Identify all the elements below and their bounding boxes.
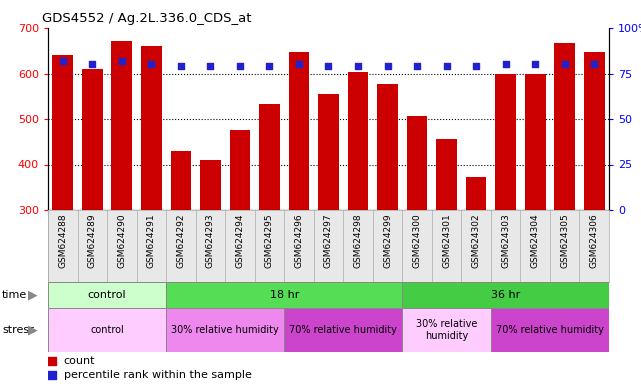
Point	[87, 61, 97, 68]
Text: ▶: ▶	[28, 288, 38, 301]
Text: GSM624289: GSM624289	[88, 214, 97, 268]
Point	[471, 63, 481, 69]
Text: ▶: ▶	[28, 323, 38, 336]
Text: 70% relative humidity: 70% relative humidity	[289, 325, 397, 335]
Bar	[377, 84, 398, 210]
Point	[176, 63, 186, 69]
Point	[589, 61, 599, 68]
Bar	[407, 116, 428, 210]
Point	[205, 63, 215, 69]
Point	[501, 61, 511, 68]
Point	[235, 63, 245, 69]
Point	[530, 61, 540, 68]
Text: 18 hr: 18 hr	[269, 290, 299, 300]
Text: 70% relative humidity: 70% relative humidity	[496, 325, 604, 335]
Point	[258, 317, 268, 323]
Point	[353, 63, 363, 69]
Bar	[554, 43, 575, 210]
Point	[264, 63, 274, 69]
Text: control: control	[88, 290, 126, 300]
Point	[323, 63, 333, 69]
Bar	[166, 308, 284, 352]
Text: GSM624295: GSM624295	[265, 214, 274, 268]
Text: time: time	[2, 290, 28, 300]
Text: 30% relative humidity: 30% relative humidity	[171, 325, 279, 335]
Bar	[491, 308, 609, 352]
Text: GDS4552 / Ag.2L.336.0_CDS_at: GDS4552 / Ag.2L.336.0_CDS_at	[42, 12, 252, 25]
Text: GSM624293: GSM624293	[206, 214, 215, 268]
Text: GSM624304: GSM624304	[531, 214, 540, 268]
Point	[294, 61, 304, 68]
Point	[442, 63, 452, 69]
Text: percentile rank within the sample: percentile rank within the sample	[64, 370, 252, 380]
Bar	[82, 69, 103, 210]
Text: 36 hr: 36 hr	[491, 290, 520, 300]
Bar	[48, 308, 166, 352]
Bar	[403, 282, 609, 308]
Bar	[229, 130, 250, 210]
Point	[412, 63, 422, 69]
Bar	[112, 41, 132, 210]
Text: control: control	[90, 325, 124, 335]
Text: GSM624305: GSM624305	[560, 214, 569, 268]
Point	[258, 187, 268, 193]
Text: GSM624302: GSM624302	[472, 214, 481, 268]
Bar	[437, 139, 457, 210]
Text: GSM624288: GSM624288	[58, 214, 67, 268]
Bar	[403, 308, 491, 352]
Text: count: count	[64, 356, 96, 366]
Text: GSM624290: GSM624290	[117, 214, 126, 268]
Bar	[259, 104, 279, 210]
Bar	[141, 46, 162, 210]
Bar	[284, 308, 403, 352]
Bar	[318, 94, 339, 210]
Text: GSM624296: GSM624296	[294, 214, 303, 268]
Bar	[584, 52, 604, 210]
Text: GSM624294: GSM624294	[235, 214, 244, 268]
Bar	[525, 73, 545, 210]
Text: GSM624291: GSM624291	[147, 214, 156, 268]
Point	[560, 61, 570, 68]
Text: GSM624301: GSM624301	[442, 214, 451, 268]
Text: GSM624300: GSM624300	[413, 214, 422, 268]
Bar	[466, 177, 487, 210]
Text: GSM624298: GSM624298	[354, 214, 363, 268]
Text: stress: stress	[2, 325, 35, 335]
Text: GSM624297: GSM624297	[324, 214, 333, 268]
Text: 30% relative
humidity: 30% relative humidity	[416, 319, 478, 341]
Bar	[53, 55, 73, 210]
Point	[383, 63, 393, 69]
Point	[117, 58, 127, 64]
Text: GSM624299: GSM624299	[383, 214, 392, 268]
Text: GSM624306: GSM624306	[590, 214, 599, 268]
Bar	[288, 52, 310, 210]
Point	[146, 61, 156, 68]
Bar	[200, 160, 221, 210]
Bar	[347, 72, 369, 210]
Text: GSM624303: GSM624303	[501, 214, 510, 268]
Bar	[495, 73, 516, 210]
Bar	[166, 282, 403, 308]
Bar	[171, 151, 191, 210]
Point	[58, 58, 68, 64]
Bar	[48, 282, 166, 308]
Text: GSM624292: GSM624292	[176, 214, 185, 268]
